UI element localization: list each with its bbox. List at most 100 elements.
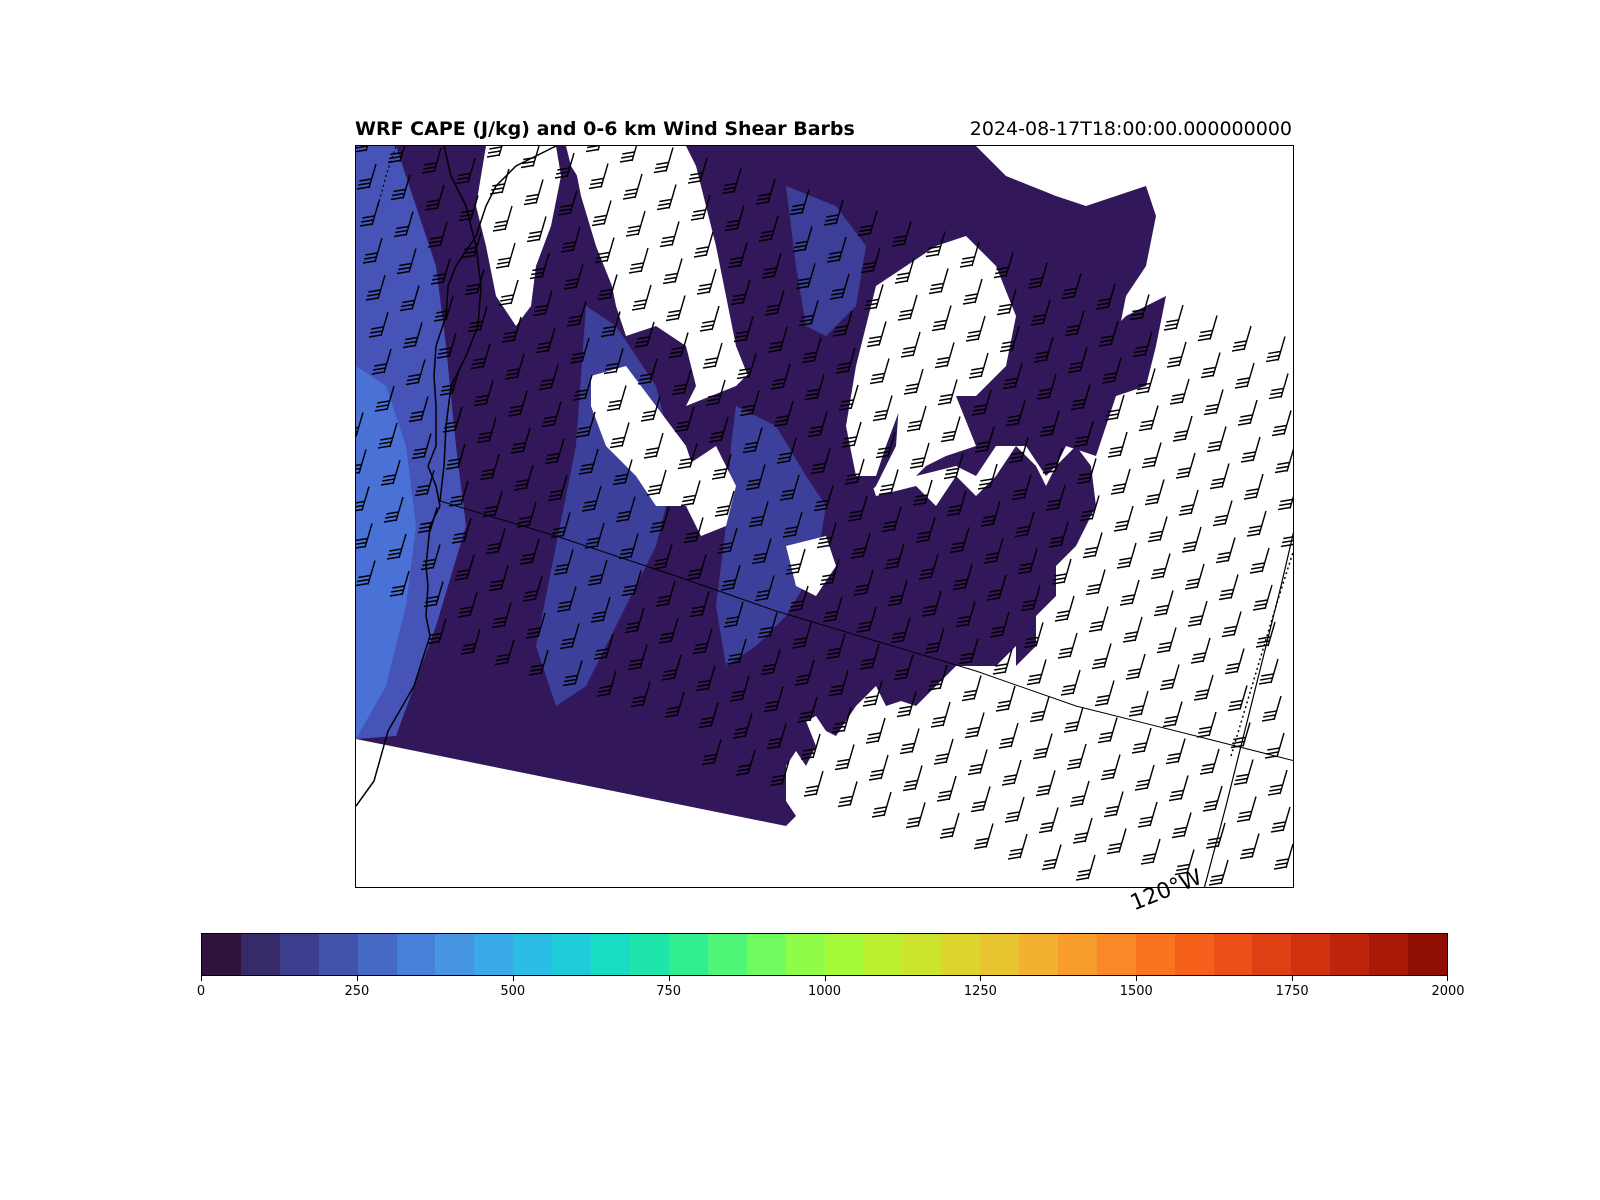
wind-barb (757, 612, 778, 639)
wind-barb (1070, 384, 1091, 411)
wind-barb (835, 347, 856, 374)
wind-barb (356, 163, 377, 190)
wind-barb (377, 422, 398, 449)
wind-barb (566, 300, 587, 327)
wind-barb (1067, 347, 1088, 374)
wind-barb (810, 448, 831, 475)
wind-barb (1061, 273, 1082, 300)
wind-barb (993, 252, 1014, 279)
wind-barb (485, 528, 506, 555)
wind-barb (538, 364, 559, 391)
wind-barb (1274, 448, 1293, 474)
wind-barb (729, 675, 750, 702)
wind-barb (371, 348, 392, 375)
wind-barb (1005, 400, 1026, 427)
wind-barb (569, 337, 590, 364)
cape-blue-streak-3 (786, 186, 866, 336)
cape-gap-6 (786, 536, 836, 596)
wind-barb (825, 633, 846, 660)
wind-barb (562, 660, 583, 687)
wind-barb (1156, 627, 1177, 654)
wind-barb (698, 702, 719, 729)
wind-barb (760, 649, 781, 676)
wind-barb (992, 648, 1013, 675)
wind-barb (773, 400, 794, 427)
wind-barb (520, 146, 540, 169)
wind-barb (1002, 363, 1023, 390)
wind-barb (1258, 658, 1279, 685)
wind-barb (1190, 637, 1211, 664)
wind-barb (692, 628, 713, 655)
wind-barb (977, 463, 998, 490)
colorbar-tick-mark (356, 976, 358, 981)
colorbar-tick-label: 1500 (1119, 984, 1153, 999)
wind-barb (1134, 764, 1155, 791)
wind-barb (600, 311, 621, 338)
wind-barb (498, 279, 519, 306)
wind-barb (973, 823, 994, 850)
wind-barb (834, 744, 855, 771)
wind-barb (1271, 410, 1292, 437)
wind-barb (1273, 843, 1293, 870)
wind-barb (594, 237, 615, 264)
colorbar (201, 933, 1448, 976)
wind-barb (550, 512, 571, 539)
wind-barb (408, 396, 429, 423)
wind-barb (494, 639, 515, 666)
valid-time: 2024-08-17T18:00:00.000000000 (969, 118, 1292, 140)
wind-barb (516, 501, 537, 528)
wind-barb (649, 506, 670, 533)
wind-barb (693, 231, 714, 258)
wind-barb (1264, 732, 1285, 759)
wind-barb (1218, 574, 1239, 601)
wind-barb (386, 533, 407, 560)
wind-barb (664, 691, 685, 718)
wind-barb (1261, 695, 1282, 722)
wind-barb (1032, 733, 1053, 760)
wind-barb (1215, 537, 1236, 564)
wind-barb (491, 602, 512, 629)
wind-barb (1095, 283, 1116, 310)
wind-barb (902, 765, 923, 792)
colorbar-segment (552, 934, 592, 975)
wind-barb (1187, 600, 1208, 627)
wind-barb (544, 438, 565, 465)
wind-barb (1008, 437, 1029, 464)
wind-barb (1243, 473, 1264, 500)
wind-barb (1023, 622, 1044, 649)
wind-barb (748, 501, 769, 528)
map-title: WRF CAPE (J/kg) and 0-6 km Wind Shear Ba… (355, 118, 855, 140)
cape-gap-7 (1011, 146, 1076, 196)
wind-barb (1113, 505, 1134, 532)
wind-barb (1041, 844, 1062, 871)
wind-barb (584, 522, 605, 549)
wind-barb (776, 437, 797, 464)
wind-barb (1237, 399, 1258, 426)
wind-barb (1125, 653, 1146, 680)
wind-barb (1075, 854, 1096, 881)
colorbar-tick-label: 1250 (963, 984, 997, 999)
wind-barb (1072, 817, 1093, 844)
wind-barb (724, 205, 745, 232)
wind-barb (492, 205, 513, 232)
wind-barb (1147, 516, 1168, 543)
wind-barb (690, 194, 711, 221)
map-canvas (356, 146, 1293, 887)
colorbar-segment (824, 934, 864, 975)
wind-barb (900, 331, 921, 358)
wind-barb (933, 738, 954, 765)
wind-barb (853, 569, 874, 596)
wind-barb (1011, 474, 1032, 501)
colorbar-segment (668, 934, 708, 975)
colorbar-segment (746, 934, 786, 975)
wind-barb (826, 236, 847, 263)
wind-barb (1168, 775, 1189, 802)
wind-barb (1064, 310, 1085, 337)
wind-barb (897, 294, 918, 321)
colorbar-segment (202, 934, 241, 975)
colorbar-segment (863, 934, 903, 975)
wind-barb (1094, 680, 1115, 707)
wind-barb (1246, 510, 1267, 537)
wind-barb (1166, 341, 1187, 368)
wind-barb (411, 433, 432, 460)
